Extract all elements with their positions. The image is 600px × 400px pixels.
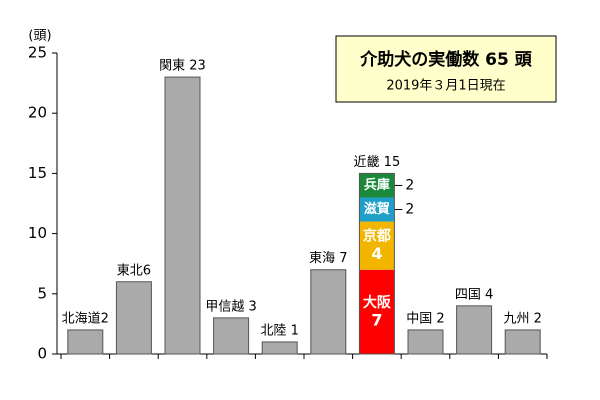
y-tick-label: 25 bbox=[28, 44, 47, 62]
value-label: 東北6 bbox=[117, 262, 151, 278]
value-label: 北海道2 bbox=[62, 311, 109, 326]
segment-value: 2 bbox=[405, 177, 414, 193]
y-tick-label: 0 bbox=[37, 345, 47, 363]
stack-segment bbox=[359, 173, 395, 198]
segment-name: 兵庫 bbox=[364, 177, 390, 193]
y-tick-label: 10 bbox=[28, 224, 47, 242]
bar bbox=[310, 269, 347, 355]
value-label: 中国 2 bbox=[406, 311, 444, 326]
stack-segment bbox=[359, 269, 395, 354]
bar bbox=[115, 281, 152, 355]
segment-name: 京都 bbox=[363, 228, 391, 245]
bar bbox=[456, 305, 493, 355]
value-label: 関東 23 bbox=[159, 58, 206, 74]
stack-segment bbox=[359, 221, 395, 270]
segment-value: 4 bbox=[371, 244, 382, 263]
stack-label: 近畿 15 bbox=[354, 155, 401, 170]
y-tick-label: 15 bbox=[28, 164, 47, 182]
title-box bbox=[335, 35, 557, 103]
stack-total bbox=[358, 172, 395, 355]
bar bbox=[213, 317, 250, 355]
chart-title: 介助犬の実働数 65 頭 bbox=[359, 49, 532, 70]
y-tick-label: 5 bbox=[37, 284, 47, 302]
bar bbox=[67, 329, 104, 355]
y-axis-label: (頭) bbox=[28, 29, 51, 44]
value-label: 九州 2 bbox=[503, 311, 541, 326]
segment-value: 2 bbox=[405, 202, 414, 218]
value-label: 四国 4 bbox=[455, 287, 493, 302]
y-tick-label: 20 bbox=[28, 104, 47, 122]
value-label: 東海 7 bbox=[309, 250, 347, 266]
stack-segment bbox=[359, 197, 395, 222]
bar bbox=[407, 329, 444, 355]
chart-subtitle: 2019年３月1日現在 bbox=[386, 79, 505, 94]
bar bbox=[504, 329, 541, 355]
value-label: 甲信越 3 bbox=[205, 299, 256, 314]
segment-name: 大阪 bbox=[363, 294, 392, 311]
bar bbox=[164, 76, 201, 355]
segment-name: 滋賀 bbox=[364, 201, 390, 217]
value-label: 北陸 1 bbox=[260, 322, 298, 338]
segment-value: 7 bbox=[371, 310, 382, 329]
bar bbox=[261, 341, 298, 355]
